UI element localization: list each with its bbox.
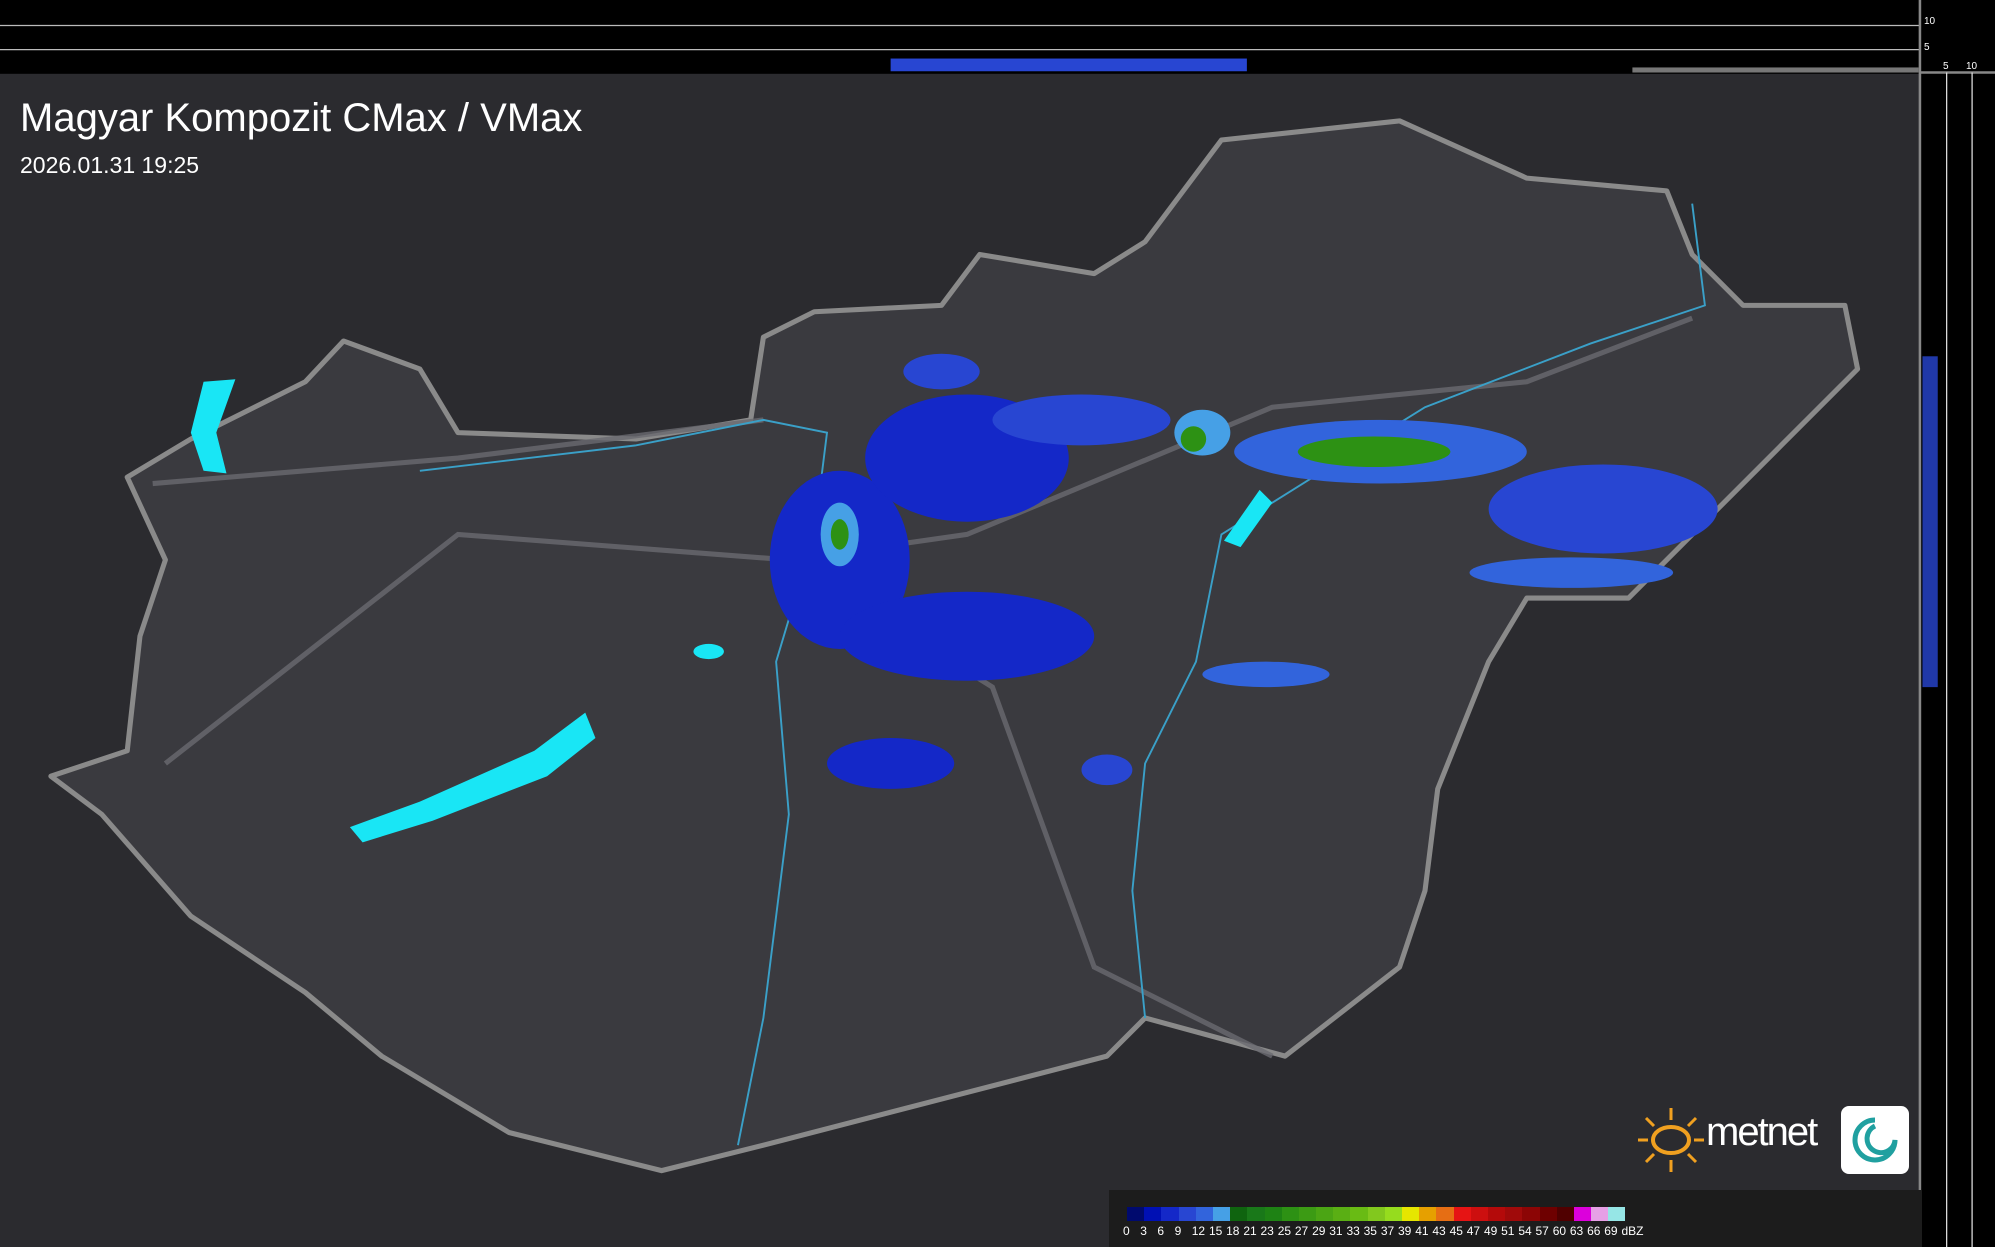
legend-label: 3: [1140, 1224, 1147, 1238]
legend-label: 47: [1466, 1224, 1481, 1238]
legend-label: 37: [1380, 1224, 1395, 1238]
top-profile-tick-5: 5: [1924, 42, 1930, 53]
legend-label: 23: [1260, 1224, 1274, 1238]
legend-swatch: [1350, 1207, 1368, 1221]
lake-tisza: [1223, 489, 1273, 548]
legend-swatch: [1384, 1207, 1402, 1221]
legend-swatch: [1367, 1207, 1385, 1221]
legend-swatch: [1298, 1207, 1317, 1221]
legend-swatch: [1281, 1207, 1299, 1221]
legend-unit: dBZ: [1621, 1224, 1644, 1238]
legend-swatch: [1161, 1207, 1179, 1221]
side-profile-echo: [1922, 356, 1938, 688]
legend-label: 49: [1483, 1224, 1498, 1238]
dbz-color-legend: 0 3 6 9 12 15 18 21 23 25 27 29 31 33 35 37 39 41 43 45 47 49…: [1109, 1190, 1921, 1247]
side-profile-tick-10: 10: [1966, 61, 1978, 72]
legend-label: 31: [1329, 1224, 1343, 1238]
legend-label: 6: [1157, 1224, 1165, 1238]
legend-swatch: [1505, 1207, 1523, 1221]
legend-swatch: [1144, 1207, 1162, 1221]
legend-label: 9: [1174, 1224, 1182, 1238]
swirl-icon: [1841, 1106, 1909, 1174]
legend-swatch: [1522, 1207, 1540, 1221]
radar-echoes: [769, 353, 1718, 789]
top-profile-echo: [890, 58, 1247, 72]
legend-swatch: [1247, 1207, 1265, 1221]
legend-swatch: [1470, 1207, 1488, 1221]
legend-swatch: [1453, 1207, 1471, 1221]
legend-label: 60: [1552, 1224, 1567, 1238]
legend-swatch: [1591, 1207, 1609, 1221]
legend-swatch: [1212, 1207, 1231, 1221]
legend-swatch: [1402, 1207, 1420, 1221]
legend-swatch: [1333, 1207, 1351, 1221]
legend-swatch: [1419, 1207, 1437, 1221]
legend-swatch: [1539, 1207, 1557, 1221]
legend-label: 35: [1363, 1224, 1377, 1238]
legend-label: 43: [1432, 1224, 1446, 1238]
map-datetime: 2026.01.31 19:25: [20, 152, 200, 178]
legend-label: 18: [1226, 1224, 1240, 1238]
legend-label: 66: [1587, 1224, 1601, 1238]
legend-swatch: [1608, 1207, 1626, 1221]
legend-label: 33: [1346, 1224, 1360, 1238]
legend-label: 41: [1415, 1224, 1429, 1238]
legend-label: 39: [1398, 1224, 1412, 1238]
side-profile-tick-5: 5: [1943, 61, 1949, 72]
legend-label: 57: [1535, 1224, 1549, 1238]
legend-swatch: [1230, 1207, 1248, 1221]
legend-swatch: [1195, 1207, 1213, 1221]
map-title: Magyar Kompozit CMax / VMax: [20, 96, 583, 140]
legend-label: 12: [1191, 1224, 1206, 1238]
lake-ferto: [190, 379, 236, 474]
legend-label: 63: [1569, 1224, 1584, 1238]
legend-label: 21: [1243, 1224, 1257, 1238]
legend-label: 51: [1501, 1224, 1515, 1238]
legend-label: 45: [1449, 1224, 1463, 1238]
legend-label: 69: [1604, 1224, 1618, 1238]
legend-label: 29: [1312, 1224, 1326, 1238]
logo-text: metnet: [1706, 1110, 1818, 1154]
lakes: [190, 379, 1273, 843]
legend-swatch: [1436, 1207, 1454, 1221]
legend-swatch: [1487, 1207, 1506, 1221]
legend-label: 15: [1208, 1224, 1223, 1238]
legend-swatch: [1178, 1207, 1196, 1221]
legend-swatch: [1573, 1207, 1592, 1221]
lake-velence: [693, 643, 724, 660]
legend-swatch: [1127, 1207, 1145, 1221]
color-scale: [1127, 1207, 1626, 1221]
legend-label: 54: [1518, 1224, 1532, 1238]
legend-label: 0: [1123, 1224, 1130, 1238]
legend-swatch: [1556, 1207, 1574, 1221]
legend-swatch: [1264, 1207, 1282, 1221]
metnet-logo: metnet: [1636, 1100, 1909, 1178]
legend-label: 25: [1277, 1224, 1292, 1238]
river-tisza: [1131, 203, 1706, 1019]
legend-swatch: [1316, 1207, 1334, 1221]
legend-label: 27: [1294, 1224, 1309, 1238]
top-profile-tick-10: 10: [1924, 16, 1936, 27]
lake-balaton: [349, 712, 596, 843]
sun-icon: [1638, 1108, 1704, 1172]
color-scale-labels: 0 3 6 9 12 15 18 21 23 25 27 29 31 33 35 37 39 41 43 45 47 49…: [1123, 1224, 1644, 1238]
